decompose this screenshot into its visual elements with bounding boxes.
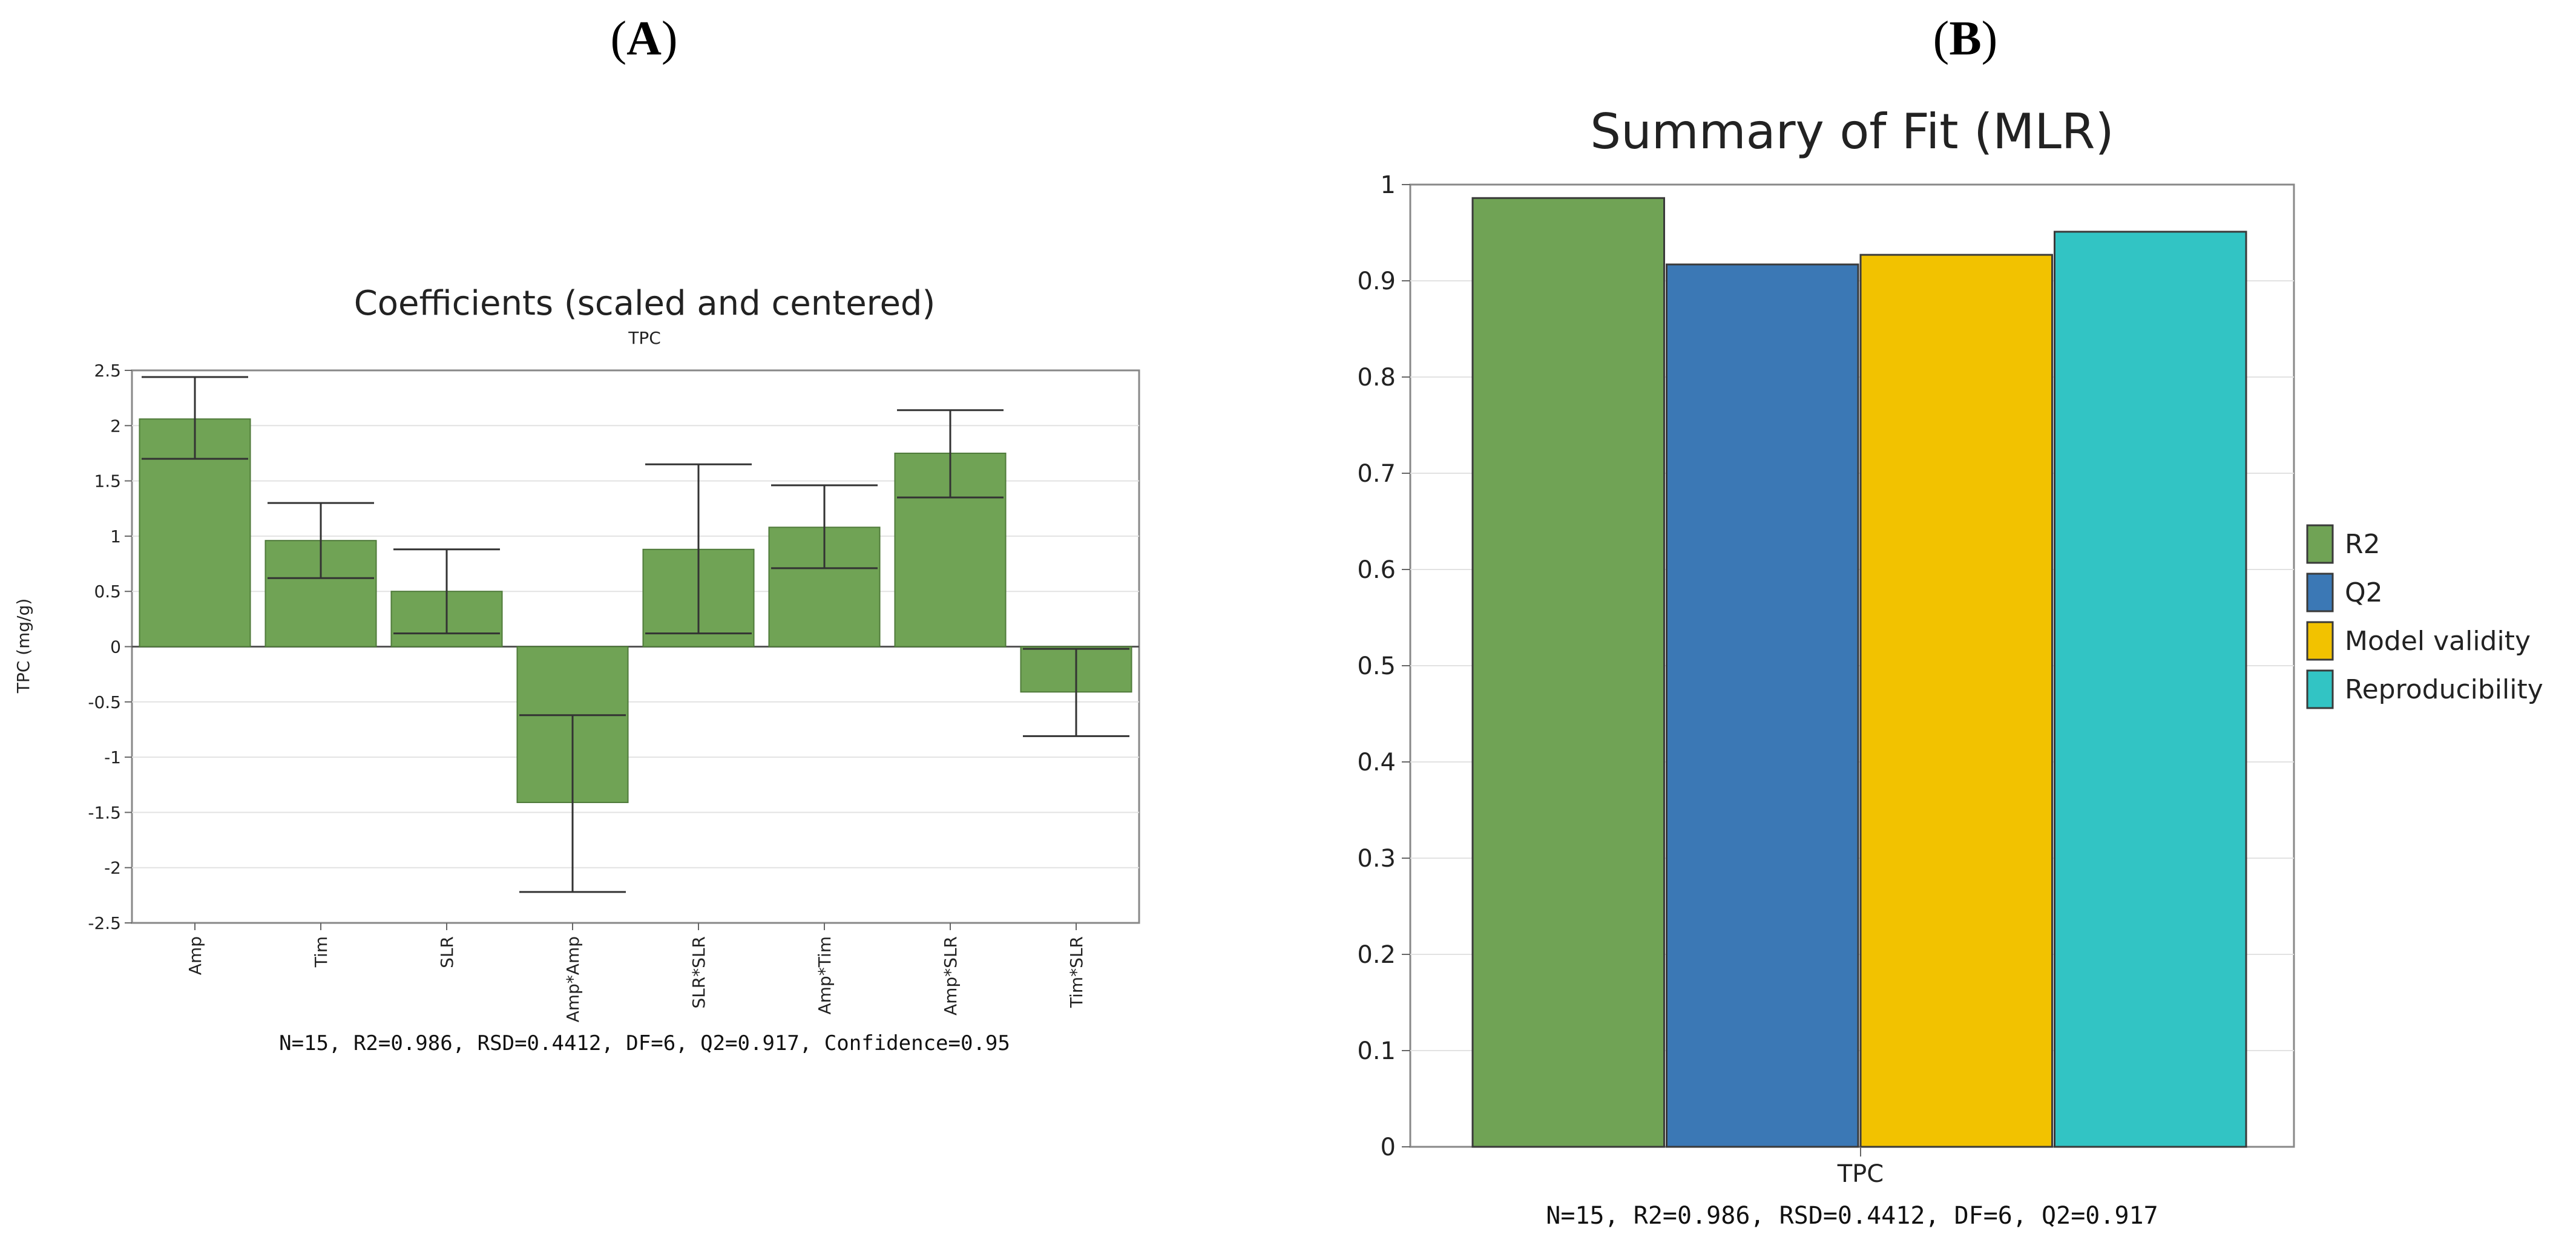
chart-b-y-tick-label: 0.3 bbox=[1357, 845, 1396, 873]
chart-a-x-tick-label: Tim bbox=[311, 936, 331, 968]
chart-b-legend-label: Q2 bbox=[2345, 577, 2383, 608]
chart-b-y-tick-label: 0.2 bbox=[1357, 941, 1396, 969]
chart-b-y-tick-label: 0.9 bbox=[1357, 267, 1396, 295]
chart-a-x-tick-label: Amp*Amp bbox=[563, 936, 583, 1022]
chart-a-x-tick-label: Amp*SLR bbox=[941, 936, 961, 1016]
chart-b-bar bbox=[2054, 231, 2247, 1148]
chart-b-legend-swatch bbox=[2306, 669, 2334, 709]
chart-a-y-ticks: 2.5 2 1.5 1 0.5 0 -0.5 -1 -1.5 -2 -2.5 bbox=[88, 361, 132, 933]
chart-a-y-tick-label: -1 bbox=[104, 747, 121, 767]
chart-b-legend: R2 Q2 Model validity Reproducibility bbox=[2306, 524, 2543, 709]
chart-b-y-tick-label: 0.7 bbox=[1357, 460, 1396, 488]
panel-b-label: (B) bbox=[1933, 12, 1998, 65]
chart-b-footer: N=15, R2=0.986, RSD=0.4412, DF=6, Q2=0.9… bbox=[1546, 1202, 2158, 1230]
chart-b-legend-swatch bbox=[2306, 573, 2334, 612]
chart-b-y-tick-label: 0.4 bbox=[1357, 749, 1396, 776]
chart-b-legend-swatch bbox=[2306, 524, 2334, 564]
chart-a-y-tick-label: -1.5 bbox=[88, 802, 121, 822]
chart-a-error-bars bbox=[142, 376, 1129, 893]
chart-a-y-tick-label: 1 bbox=[110, 527, 121, 546]
chart-b-bar bbox=[1666, 263, 1859, 1148]
chart-a-y-tick-label: 1.5 bbox=[94, 471, 121, 491]
chart-a-x-tick-label: SLR bbox=[437, 936, 457, 968]
chart-b-bar bbox=[1859, 254, 2053, 1148]
chart-a-x-tick-label: Amp bbox=[185, 936, 205, 975]
chart-a-x-ticks: Amp Tim SLR Amp*Amp SLR*SLR Amp*Tim Amp*SLR Tim… bbox=[185, 923, 1086, 1022]
chart-a-x-tick-label: SLR*SLR bbox=[689, 936, 709, 1009]
chart-b-x-ticks: TPC bbox=[1837, 1147, 1884, 1188]
chart-a-y-tick-label: -2.5 bbox=[88, 913, 121, 933]
chart-b-legend-label: R2 bbox=[2345, 529, 2380, 560]
chart-b-y-tick-label: 0.1 bbox=[1357, 1037, 1396, 1065]
chart-b-legend-label: Reproducibility bbox=[2345, 674, 2543, 705]
chart-a-y-tick-label: 0.5 bbox=[94, 582, 121, 602]
chart-a-x-tick-label: Amp*Tim bbox=[815, 936, 835, 1015]
chart-b-y-tick-label: 0.5 bbox=[1357, 652, 1396, 680]
summary-of-fit-chart: Summary of Fit (MLR) 0 0.1 0.2 0.3 0.4 0.5 0.6… bbox=[1357, 103, 2543, 1230]
chart-a-title: Coefficients (scaled and centered) bbox=[354, 284, 936, 323]
chart-b-y-tick-label: 0.6 bbox=[1357, 556, 1396, 584]
chart-a-y-tick-label: -0.5 bbox=[88, 692, 121, 712]
chart-a-y-tick-label: 2 bbox=[110, 416, 121, 436]
chart-b-legend-label: Model validity bbox=[2345, 626, 2531, 657]
chart-a-subtitle: TPC bbox=[628, 328, 661, 348]
chart-b-y-ticks: 0 0.1 0.2 0.3 0.4 0.5 0.6 0.7 0.8 0.9 1 bbox=[1357, 171, 1410, 1161]
chart-b-bars bbox=[1471, 197, 2247, 1148]
chart-b-bar bbox=[1471, 197, 1665, 1148]
chart-b-y-tick-label: 0 bbox=[1381, 1134, 1396, 1161]
chart-a-ylabel: TPC (mg/g) bbox=[13, 599, 33, 694]
chart-a-x-tick-label: Tim*SLR bbox=[1066, 936, 1086, 1008]
chart-b-title: Summary of Fit (MLR) bbox=[1590, 103, 2114, 160]
chart-b-y-tick-label: 1 bbox=[1381, 171, 1396, 199]
chart-b-legend-swatch bbox=[2306, 621, 2334, 661]
chart-b-x-tick-label: TPC bbox=[1837, 1160, 1884, 1188]
chart-a-footer: N=15, R2=0.986, RSD=0.4412, DF=6, Q2=0.9… bbox=[279, 1031, 1010, 1055]
chart-a-y-tick-label: 2.5 bbox=[94, 361, 121, 381]
panel-a-label: (A) bbox=[610, 12, 677, 65]
chart-a-y-tick-label: -2 bbox=[104, 858, 121, 878]
chart-b-y-tick-label: 0.8 bbox=[1357, 364, 1396, 392]
coefficients-chart: Coefficients (scaled and centered) TPC T… bbox=[13, 284, 1140, 1055]
chart-a-y-tick-label: 0 bbox=[110, 637, 121, 657]
